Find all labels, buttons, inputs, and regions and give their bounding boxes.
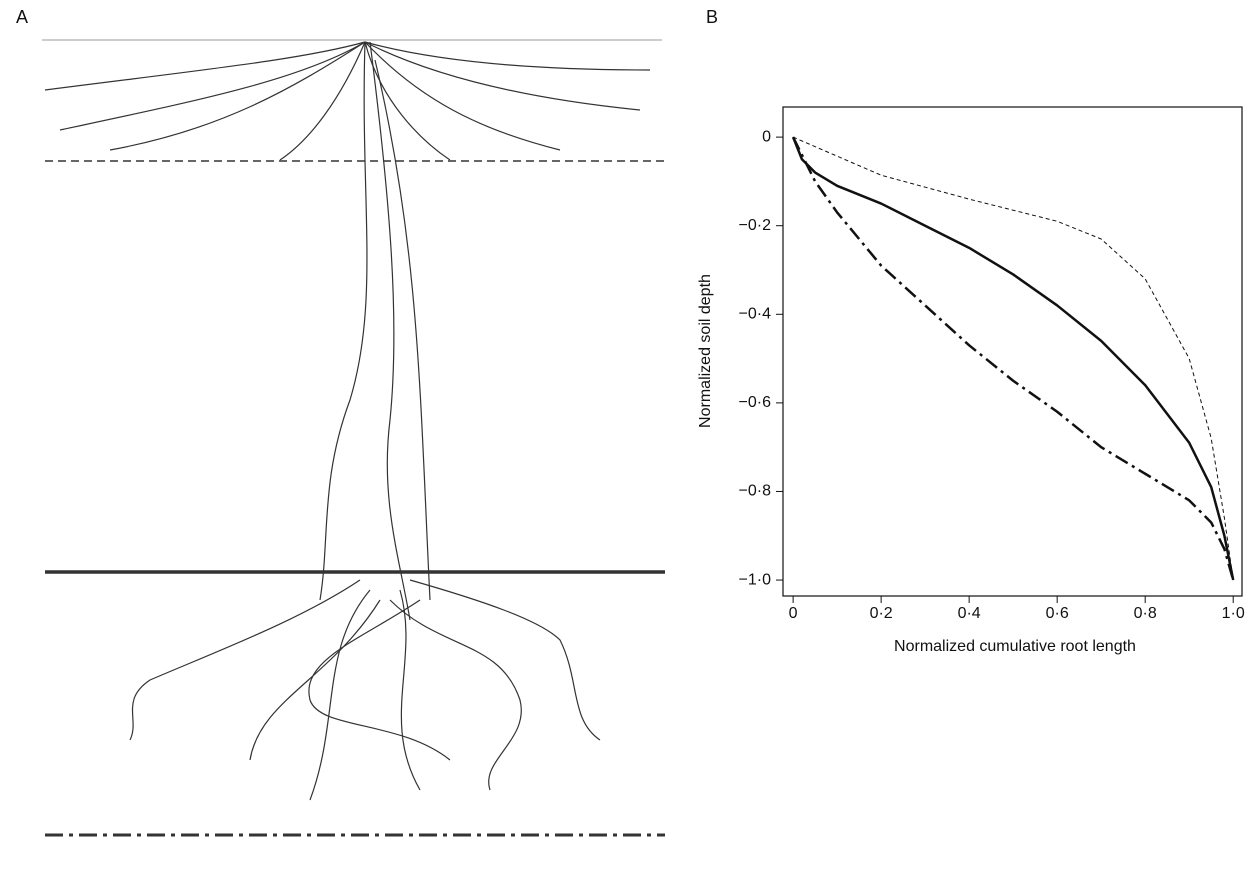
x-tick-label: 0·2 — [870, 605, 893, 622]
y-tick-label: 0 — [762, 128, 771, 145]
x-tick-label: 0·8 — [1134, 605, 1157, 622]
x-tick-label: 0·4 — [958, 605, 981, 622]
x-tick-label: 1·0 — [1222, 605, 1245, 622]
y-tick-label: −0·2 — [739, 217, 772, 234]
y-tick-label: −0·8 — [739, 483, 772, 500]
roots — [44, 41, 651, 801]
y-tick-label: −0·6 — [739, 394, 772, 411]
panel-label: B — [706, 7, 718, 27]
x-tick-label: 0·6 — [1046, 605, 1069, 622]
y-tick-label: −0·4 — [739, 306, 772, 323]
y-tick-label: −1·0 — [739, 571, 772, 588]
series-line — [791, 136, 1235, 581]
series-line — [792, 136, 1235, 581]
plot-frame — [782, 106, 1243, 597]
series-line — [792, 136, 1234, 581]
x-tick-label: 0 — [789, 605, 798, 622]
y-axis-title: Normalized soil depth — [697, 274, 714, 428]
x-axis-title: Normalized cumulative root length — [894, 638, 1136, 655]
panel-label: A — [16, 7, 28, 27]
root-illustration — [42, 39, 665, 837]
